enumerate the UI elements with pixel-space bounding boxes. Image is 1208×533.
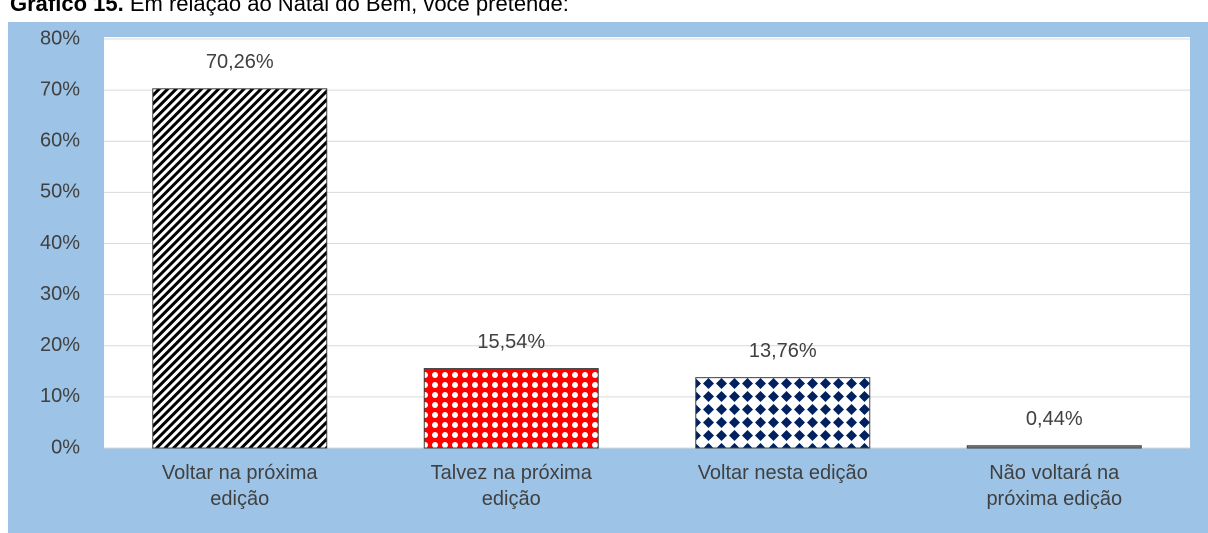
data-label: 15,54%: [477, 331, 545, 353]
x-tick-label: Talvez na próxima edição: [430, 462, 592, 510]
bar: [152, 88, 328, 449]
y-tick-label: 80%: [40, 27, 80, 49]
x-tick-label: Não voltará na próxima edição: [986, 462, 1123, 510]
y-tick-label: 10%: [40, 385, 80, 407]
data-label: 70,26%: [206, 51, 274, 73]
y-tick-label: 50%: [40, 181, 80, 203]
y-tick-label: 40%: [40, 232, 80, 254]
y-tick-label: 70%: [40, 78, 80, 100]
chart-title: Gráfico 15. Em relação ao Natal do Bem, …: [10, 0, 569, 17]
y-tick-label: 20%: [40, 334, 80, 356]
bar: [966, 445, 1142, 449]
x-tick-label: Voltar nesta edição: [697, 462, 868, 484]
title-prefix: Gráfico 15.: [10, 0, 124, 16]
data-label: 0,44%: [1026, 408, 1083, 430]
title-text: Em relação ao Natal do Bem, você pretend…: [129, 0, 569, 16]
x-tick-label: Voltar na próxima edição: [161, 462, 318, 510]
bar: [695, 377, 871, 449]
y-tick-label: 30%: [40, 283, 80, 305]
y-tick-label: 60%: [40, 130, 80, 152]
data-label: 13,76%: [749, 340, 817, 362]
bar: [423, 368, 599, 449]
y-tick-label: 0%: [51, 436, 80, 458]
